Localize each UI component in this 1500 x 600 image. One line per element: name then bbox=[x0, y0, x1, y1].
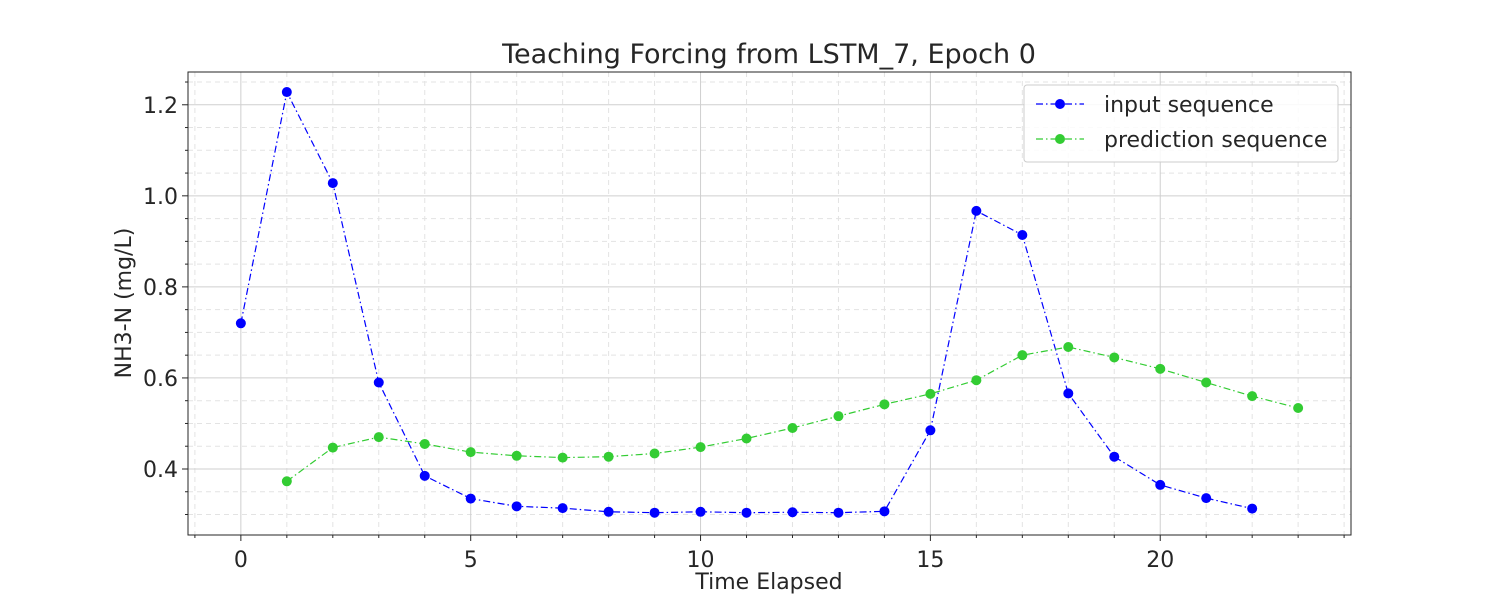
x-tick-label: 5 bbox=[464, 548, 478, 573]
data-point-input-sequence bbox=[787, 507, 798, 518]
data-point-prediction-sequence bbox=[833, 411, 844, 422]
x-tick-label: 15 bbox=[916, 548, 944, 573]
data-point-input-sequence bbox=[557, 503, 568, 514]
data-point-input-sequence bbox=[465, 493, 476, 504]
data-point-prediction-sequence bbox=[327, 442, 338, 453]
x-tick-label: 10 bbox=[687, 548, 715, 573]
data-point-input-sequence bbox=[649, 507, 660, 518]
axis-ticks bbox=[182, 81, 1345, 541]
x-tick-label: 20 bbox=[1146, 548, 1174, 573]
data-point-prediction-sequence bbox=[925, 388, 936, 399]
data-point-prediction-sequence bbox=[511, 450, 522, 461]
data-point-input-sequence bbox=[925, 425, 936, 436]
data-point-prediction-sequence bbox=[1109, 352, 1120, 363]
y-tick-label: 0.6 bbox=[143, 367, 178, 392]
legend-label-input-sequence: input sequence bbox=[1104, 93, 1274, 118]
x-tick-label: 0 bbox=[234, 548, 248, 573]
data-point-prediction-sequence bbox=[1063, 341, 1074, 352]
data-point-prediction-sequence bbox=[373, 432, 384, 443]
data-point-prediction-sequence bbox=[557, 452, 568, 463]
x-axis-label: Time Elapsed bbox=[694, 570, 842, 595]
data-point-input-sequence bbox=[281, 87, 292, 98]
y-tick-label: 1.2 bbox=[143, 94, 178, 119]
data-point-input-sequence bbox=[373, 377, 384, 388]
data-point-prediction-sequence bbox=[1293, 402, 1304, 413]
data-point-prediction-sequence bbox=[281, 476, 292, 487]
data-point-prediction-sequence bbox=[695, 442, 706, 453]
legend-label-prediction-sequence: prediction sequence bbox=[1104, 128, 1327, 153]
data-point-input-sequence bbox=[1247, 503, 1258, 514]
data-point-prediction-sequence bbox=[971, 375, 982, 386]
data-point-input-sequence bbox=[327, 178, 338, 189]
data-point-input-sequence bbox=[879, 506, 890, 517]
tick-labels: 0 5 10 15 20 0.4 0.6 0.8 1.0 1.2 bbox=[143, 94, 1174, 573]
series-layer bbox=[235, 87, 1304, 518]
data-point-input-sequence bbox=[1109, 451, 1120, 462]
legend-marker-input-sequence bbox=[1055, 99, 1065, 109]
data-point-prediction-sequence bbox=[603, 451, 614, 462]
data-point-prediction-sequence bbox=[1201, 377, 1212, 388]
data-point-prediction-sequence bbox=[1017, 350, 1028, 361]
data-point-input-sequence bbox=[511, 501, 522, 512]
data-point-input-sequence bbox=[1063, 388, 1074, 399]
data-point-prediction-sequence bbox=[465, 447, 476, 458]
data-point-prediction-sequence bbox=[1155, 363, 1166, 374]
data-point-input-sequence bbox=[971, 205, 982, 216]
chart-title: Teaching Forcing from LSTM_7, Epoch 0 bbox=[501, 39, 1036, 70]
data-point-prediction-sequence bbox=[879, 399, 890, 410]
y-tick-label: 1.0 bbox=[143, 185, 178, 210]
data-point-prediction-sequence bbox=[649, 448, 660, 459]
legend: input sequence prediction sequence bbox=[1023, 84, 1339, 163]
data-point-prediction-sequence bbox=[1247, 391, 1258, 402]
major-grid bbox=[188, 72, 1351, 535]
legend-marker-prediction-sequence bbox=[1055, 134, 1065, 144]
data-point-input-sequence bbox=[741, 507, 752, 518]
minor-grid bbox=[188, 72, 1351, 535]
data-point-prediction-sequence bbox=[741, 433, 752, 444]
data-point-input-sequence bbox=[1155, 479, 1166, 490]
data-point-input-sequence bbox=[833, 507, 844, 518]
data-point-input-sequence bbox=[1017, 229, 1028, 240]
y-axis-label: NH3-N (mg/L) bbox=[112, 228, 137, 379]
data-point-input-sequence bbox=[695, 506, 706, 517]
y-tick-label: 0.8 bbox=[143, 276, 178, 301]
data-point-input-sequence bbox=[1201, 493, 1212, 504]
series-line-prediction-sequence bbox=[286, 346, 1299, 482]
data-point-input-sequence bbox=[419, 470, 430, 481]
data-point-prediction-sequence bbox=[787, 423, 798, 434]
legend-box bbox=[1023, 84, 1339, 163]
data-point-input-sequence bbox=[235, 318, 246, 329]
data-point-prediction-sequence bbox=[419, 438, 430, 449]
plot-frame bbox=[187, 71, 1352, 536]
data-point-input-sequence bbox=[603, 506, 614, 517]
y-tick-label: 0.4 bbox=[143, 458, 178, 483]
